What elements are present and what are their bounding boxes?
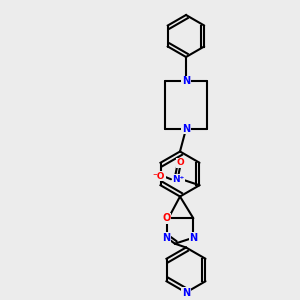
- Text: N: N: [163, 233, 171, 243]
- Text: N: N: [182, 124, 190, 134]
- Text: ⁻O: ⁻O: [153, 172, 165, 181]
- Text: O: O: [163, 213, 171, 223]
- Text: N: N: [182, 76, 190, 86]
- Text: N⁺: N⁺: [172, 175, 184, 184]
- Text: O: O: [176, 158, 184, 167]
- Text: N: N: [189, 233, 197, 243]
- Text: N: N: [182, 287, 190, 298]
